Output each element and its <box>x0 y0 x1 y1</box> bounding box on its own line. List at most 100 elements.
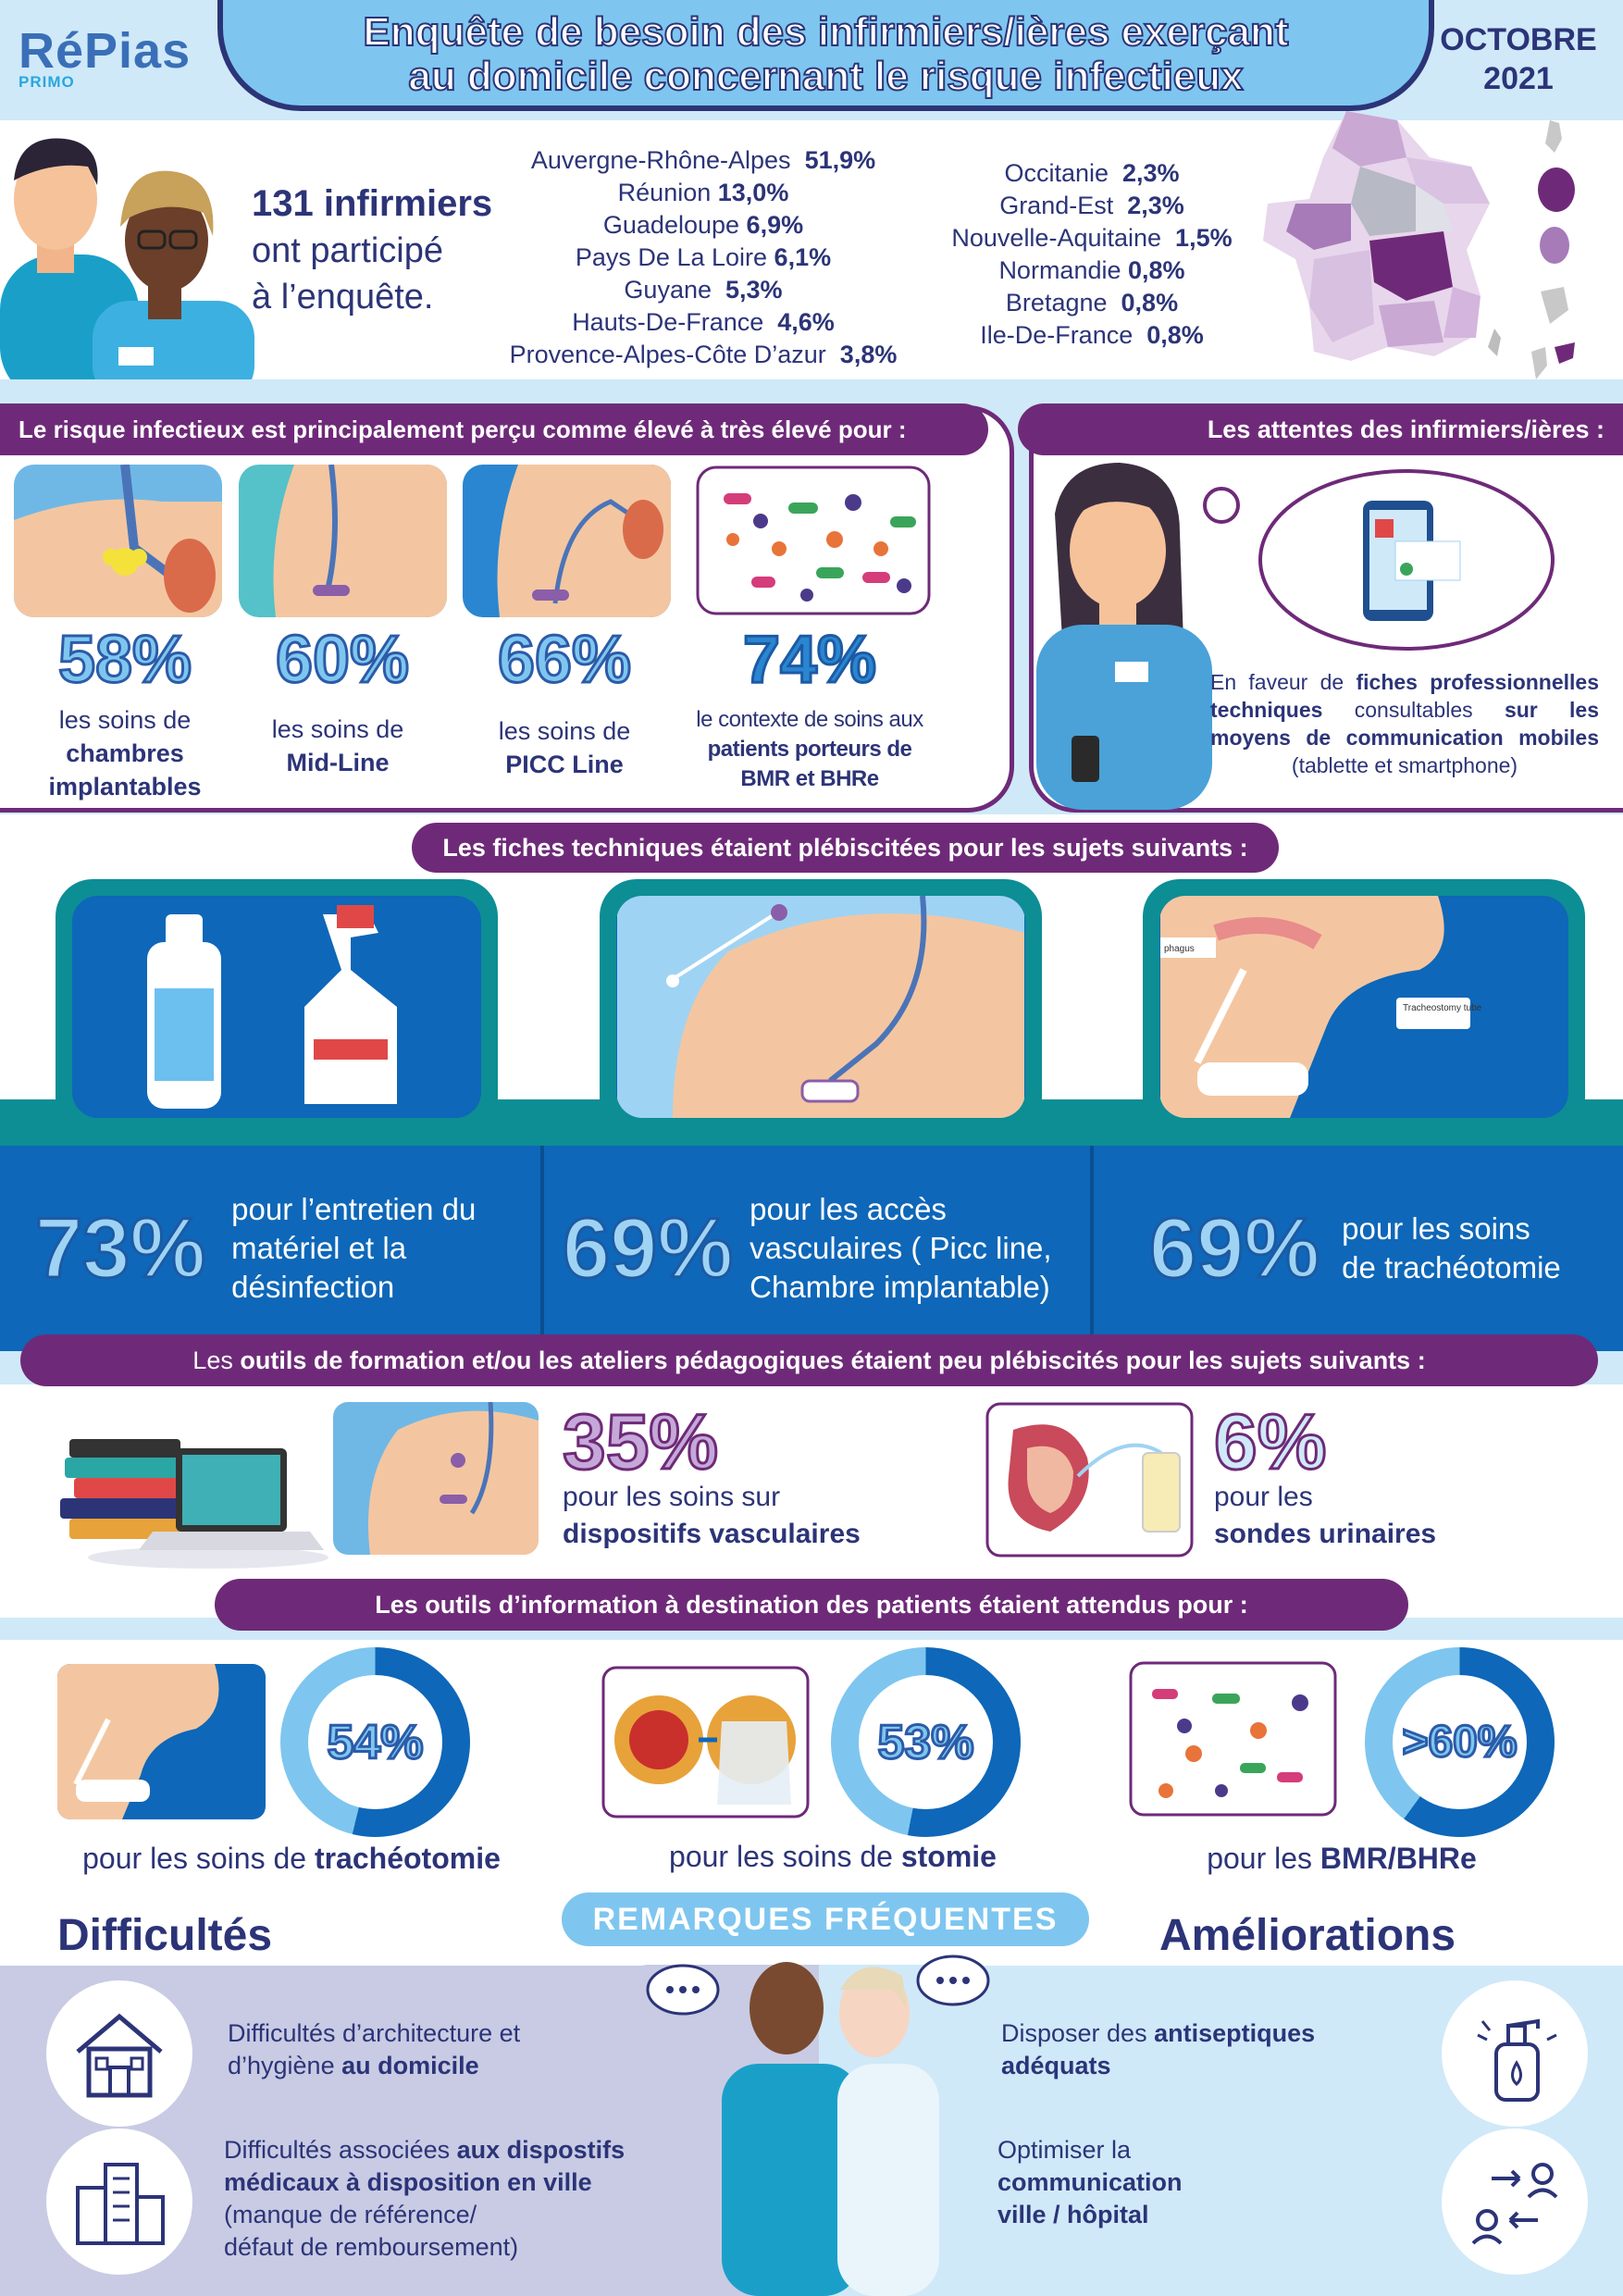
info-caption-bold: stomie <box>900 1840 997 1873</box>
region-row: Occitanie 2,3% <box>925 157 1258 190</box>
difficulty-1-line: Difficultés d’architecture et <box>228 2019 521 2047</box>
improvement-1: Disposer des antiseptiques adéquats <box>1001 2017 1315 2082</box>
region-row: Provence-Alpes-Côte D’azur 3,8% <box>463 339 944 371</box>
donut-pct-1: 54% <box>326 1714 425 1770</box>
formation-heading-a: Les <box>192 1346 233 1374</box>
tracheotomy-info-image <box>57 1664 266 1819</box>
france-map <box>1263 111 1501 361</box>
logo-text: RéPias <box>19 23 192 79</box>
difficulty-2-bold: aux dispostifs <box>456 2136 626 2164</box>
formation-pct-2: 6% <box>1212 1397 1327 1487</box>
fiche-text-line: pour l’entretien du <box>231 1192 477 1226</box>
info-caption-bold: trachéotomie <box>314 1842 501 1875</box>
participants-count: 131 infirmiers <box>252 183 493 224</box>
region-value: 4,6% <box>777 308 835 336</box>
esophagus-label: phagus <box>1164 944 1195 954</box>
caption-bold: chambres <box>66 739 184 767</box>
stomy-image <box>601 1666 810 1818</box>
risk-pct-3: 66% <box>496 622 632 699</box>
formation-text-1: pour les soins sur dispositifs vasculair… <box>563 1479 861 1553</box>
caption-line: le contexte de soins aux <box>696 707 923 732</box>
fiche-item-3: 69% pour les soins de trachéotomie <box>1094 1146 1623 1351</box>
caption-bold: PICC Line <box>505 751 624 778</box>
fiche-text-line: matériel et la <box>231 1231 407 1265</box>
books-laptop-image <box>60 1439 328 1569</box>
info-caption-2: pour les soins de stomie <box>592 1840 1073 1874</box>
caption-line: les soins de <box>58 706 192 734</box>
region-name: Grand-Est <box>999 192 1114 219</box>
difficulty-1-line: d’hygiène <box>228 2052 342 2079</box>
thought-bubble-small <box>1203 487 1240 524</box>
difficulty-1-bold: au domicile <box>341 2052 479 2079</box>
improvements-title: Améliorations <box>1159 1911 1456 1960</box>
risk-pct-2: 60% <box>274 622 410 699</box>
region-row: Normandie 0,8% <box>925 254 1258 287</box>
formation-text-bold: sondes urinaires <box>1214 1519 1437 1549</box>
info-caption-1: pour les soins de trachéotomie <box>28 1842 555 1876</box>
donut-tracheotomy: 54% <box>280 1647 470 1837</box>
formation-heading-bold: outils de formation et/ou les ateliers p… <box>240 1346 844 1374</box>
risk-caption-3: les soins de PICC Line <box>453 714 675 781</box>
improvement-2-bold: ville / hôpital <box>997 2201 1149 2228</box>
expectations-heading: Les attentes des infirmiers/ières : <box>1018 403 1623 455</box>
region-value: 5,3% <box>725 276 783 304</box>
fiches-blue-band <box>0 1146 1623 1351</box>
communication-exchange-icon <box>1471 2163 1558 2245</box>
communication-icon-circle <box>1442 2128 1588 2275</box>
difficulty-2-line: Difficultés associées <box>224 2136 457 2164</box>
improvement-1-line: Disposer des <box>1001 2019 1155 2047</box>
title-line-2: au domicile concernant le risque infecti… <box>407 54 1244 100</box>
participants-line-3: à l’enquête. <box>252 278 434 316</box>
formation-text-line: pour les soins sur <box>563 1482 781 1512</box>
information-heading: Les outils d’information à destination d… <box>215 1579 1408 1631</box>
midline-image <box>239 465 447 617</box>
region-name: Hauts-De-France <box>572 308 764 336</box>
fiche-pct-3: 69% <box>1147 1199 1320 1297</box>
page-title: Enquête de besoin des infirmiers/ières e… <box>217 0 1434 111</box>
region-name: Auvergne-Rhône-Alpes <box>530 146 791 174</box>
info-caption-pre: pour les <box>1207 1842 1320 1875</box>
repias-logo: RéPias PRIMO <box>19 26 191 91</box>
region-name: Nouvelle-Aquitaine <box>951 224 1162 252</box>
region-name: Bretagne <box>1005 289 1108 316</box>
risk-pct-1: 58% <box>56 622 192 699</box>
nurse-with-phone-illustration <box>1036 463 1212 810</box>
region-name: Provence-Alpes-Côte D’azur <box>509 341 826 368</box>
risk-caption-1: les soins de chambres implantables <box>9 703 241 803</box>
bacteria-image <box>696 465 931 615</box>
formation-heading-c: étaient peu plébiscités pour les sujets … <box>850 1346 1426 1374</box>
picc-line-image <box>463 465 671 617</box>
region-name: Occitanie <box>1004 159 1109 187</box>
fiche-pct-1: 73% <box>33 1199 206 1297</box>
vascular-access-image <box>616 895 1025 1118</box>
vascular-devices-image <box>333 1402 539 1555</box>
improvement-2-line: Optimiser la <box>997 2136 1132 2164</box>
fiche-text-line: désinfection <box>231 1270 395 1304</box>
donut-pct-3: >60% <box>1401 1717 1518 1769</box>
region-row: Nouvelle-Aquitaine 1,5% <box>925 222 1258 254</box>
region-row: Guyane 5,3% <box>463 274 944 306</box>
expectations-text-3: (tablette et smartphone) <box>1291 753 1518 777</box>
expectations-text-bold-1: fiches professionnelles techniques <box>1210 670 1600 722</box>
fiche-text-line: de trachéotomie <box>1342 1250 1561 1285</box>
city-buildings-icon-circle <box>46 2128 192 2275</box>
fiche-item-2: 69% pour les accès vasculaires ( Picc li… <box>544 1146 1094 1351</box>
caption-line: les soins de <box>271 715 404 743</box>
info-caption-pre: pour les soins de <box>669 1840 901 1873</box>
participants-line-2: ont participé <box>252 231 444 270</box>
date-year: 2021 <box>1483 61 1554 96</box>
region-name: Pays De La Loire <box>575 243 768 271</box>
fiche-text-3: pour les soins de trachéotomie <box>1342 1210 1561 1287</box>
date-month: OCTOBRE <box>1440 22 1597 57</box>
difficulty-2: Difficultés associées aux dispostifs méd… <box>224 2134 625 2264</box>
caption-bold: BMR et BHRe <box>740 766 879 791</box>
nurses-illustration <box>0 138 254 403</box>
region-row: Ile-De-France 0,8% <box>925 319 1258 352</box>
fiches-heading: Les fiches techniques étaient plébiscité… <box>412 823 1279 873</box>
region-name: Guadeloupe <box>602 211 740 239</box>
tablet-technical-sheet-image <box>1258 469 1555 651</box>
risk-heading: Le risque infectieux est principalement … <box>0 403 988 455</box>
implantable-chamber-image <box>14 465 222 617</box>
title-line-1: Enquête de besoin des infirmiers/ières e… <box>362 9 1289 56</box>
region-value: 51,9% <box>804 146 876 174</box>
